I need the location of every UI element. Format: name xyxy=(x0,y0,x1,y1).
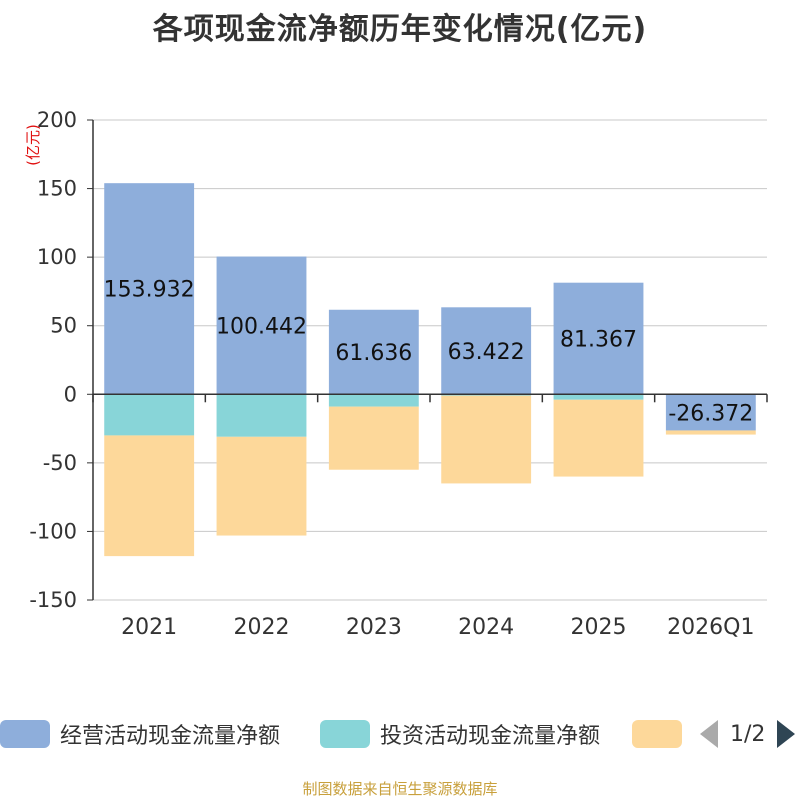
y-tick-label: 150 xyxy=(37,177,77,201)
x-tick-label: 2025 xyxy=(571,615,627,640)
legend-label-operating: 经营活动现金流量净额 xyxy=(60,724,281,749)
y-tick-label: -100 xyxy=(29,519,77,543)
bar-series0-2022 xyxy=(216,256,307,395)
data-source-note: 制图数据来自恒生聚源数据库 xyxy=(302,780,498,798)
bar-series2-2022 xyxy=(216,436,307,536)
x-tick-label: 2022 xyxy=(234,615,290,640)
x-tick-label: 2023 xyxy=(346,615,402,640)
chart-title: 各项现金流净额历年变化情况(亿元) xyxy=(152,12,648,47)
legend-pager: 1/2 xyxy=(700,714,796,754)
data-label: 81.367 xyxy=(560,327,637,352)
data-label: -26.372 xyxy=(668,401,753,426)
legend-label-investing: 投资活动现金流量净额 xyxy=(380,724,601,749)
bar-series0-2021 xyxy=(104,183,195,395)
legend-item-operating[interactable]: 经营活动现金流量净额 xyxy=(0,714,280,754)
bar-series2-2021 xyxy=(104,435,195,557)
legend-next-arrow-icon[interactable] xyxy=(777,720,796,748)
bar-series0-2026Q1 xyxy=(665,394,756,431)
legend-item-investing[interactable]: 投资活动现金流量净额 xyxy=(320,714,600,754)
bar-series1-2025 xyxy=(553,394,644,400)
legend-swatch-operating xyxy=(0,720,50,748)
data-label: 61.636 xyxy=(335,341,412,366)
data-label: 63.422 xyxy=(448,340,525,365)
legend-swatch-financing xyxy=(632,720,682,748)
bar-series2-2024 xyxy=(441,395,532,484)
bar-series2-2026Q1 xyxy=(665,430,756,435)
y-tick-label: 0 xyxy=(64,382,77,406)
bar-series2-2025 xyxy=(553,399,644,477)
x-tick-label: 2026Q1 xyxy=(667,615,754,640)
y-tick-label: -50 xyxy=(43,451,77,475)
legend-swatch-investing xyxy=(320,720,370,748)
bar-series0-2023 xyxy=(328,309,419,395)
y-tick-label: 50 xyxy=(50,314,77,338)
bar-series1-2023 xyxy=(328,394,419,407)
y-tick-label: 200 xyxy=(37,108,77,132)
chart-legend: 经营活动现金流量净额 投资活动现金流量净额 1/2 xyxy=(0,714,800,754)
data-label: 100.442 xyxy=(216,314,307,339)
legend-item-financing[interactable] xyxy=(632,714,692,754)
y-tick-label: -150 xyxy=(29,588,77,612)
bar-series0-2024 xyxy=(441,307,532,395)
cashflow-bar-chart: -150 -100 -50 0 50 100 150 200(亿元) 2021 2022 2023 2… xyxy=(24,108,768,640)
bar-series2-2023 xyxy=(328,406,419,470)
y-tick-label: 100 xyxy=(37,245,77,269)
x-tick-label: 2021 xyxy=(121,615,177,640)
data-label: 153.932 xyxy=(104,278,195,303)
bar-series1-2021 xyxy=(104,394,195,436)
bar-series1-2022 xyxy=(216,394,307,437)
legend-prev-arrow-icon[interactable] xyxy=(700,720,718,748)
x-tick-label: 2024 xyxy=(458,615,514,640)
bar-series0-2025 xyxy=(553,282,644,395)
legend-page-indicator: 1/2 xyxy=(730,721,766,747)
y-axis-unit-label: (亿元) xyxy=(24,124,42,166)
